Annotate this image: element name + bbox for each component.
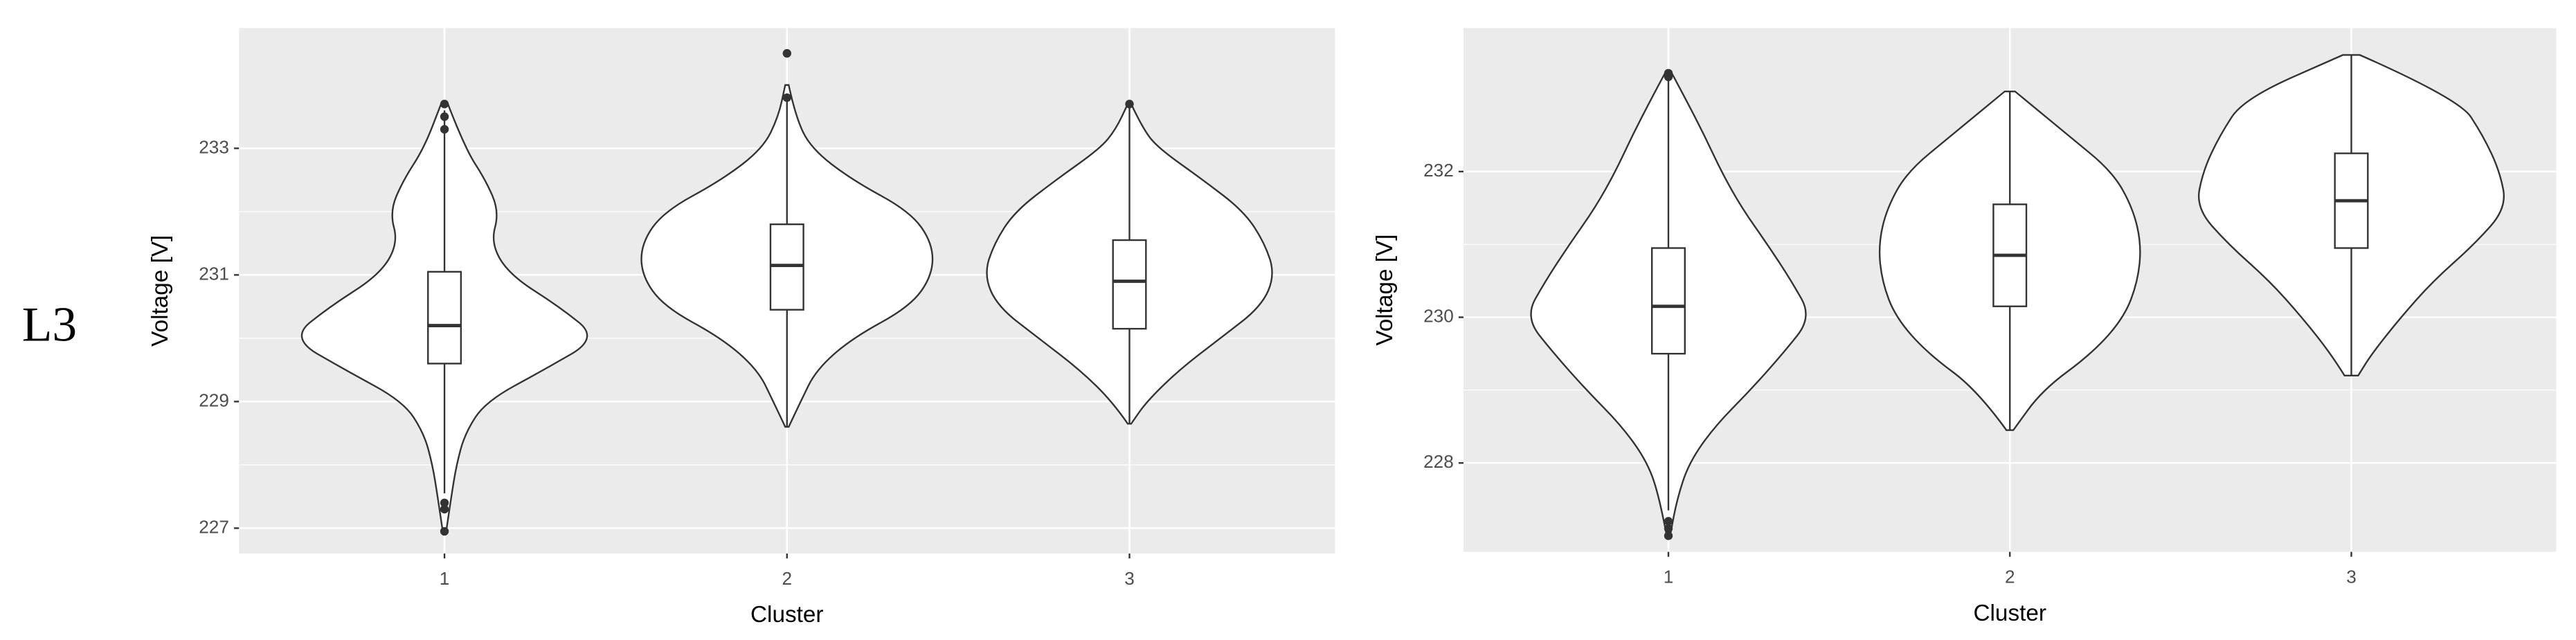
outlier bbox=[1125, 100, 1134, 109]
outlier bbox=[440, 100, 449, 109]
outlier bbox=[440, 498, 449, 507]
outlier bbox=[1664, 517, 1673, 526]
y-tick-label: 229 bbox=[199, 390, 229, 410]
outlier bbox=[1664, 72, 1673, 82]
box bbox=[1112, 239, 1147, 330]
x-tick-label: 3 bbox=[1124, 568, 1135, 589]
x-tick-label: 1 bbox=[1664, 567, 1674, 587]
x-axis-label: Cluster bbox=[1973, 601, 2046, 626]
outlier bbox=[1664, 524, 1673, 533]
outlier bbox=[782, 93, 791, 102]
y-axis-label: Voltage [V] bbox=[147, 235, 173, 347]
outlier bbox=[440, 527, 449, 536]
outlier bbox=[440, 112, 449, 121]
box bbox=[1650, 247, 1686, 355]
y-tick-label: 231 bbox=[199, 263, 229, 284]
y-tick-label: 228 bbox=[1423, 451, 1454, 472]
row-label: L3 bbox=[22, 298, 77, 352]
outlier bbox=[440, 125, 449, 134]
x-tick-label: 2 bbox=[2005, 567, 2015, 587]
x-tick-label: 2 bbox=[782, 568, 792, 589]
y-tick-label: 230 bbox=[1423, 305, 1454, 326]
box bbox=[427, 271, 462, 365]
y-axis-label: Voltage [V] bbox=[1372, 234, 1398, 345]
x-axis-label: Cluster bbox=[750, 602, 824, 628]
outlier bbox=[440, 504, 449, 514]
outlier bbox=[1664, 531, 1673, 540]
x-tick-label: 1 bbox=[440, 568, 450, 589]
y-tick-label: 233 bbox=[199, 136, 229, 157]
y-tick-label: 232 bbox=[1423, 160, 1454, 181]
y-tick-label: 227 bbox=[199, 516, 229, 537]
x-tick-label: 3 bbox=[2346, 567, 2357, 587]
outlier bbox=[782, 48, 791, 58]
